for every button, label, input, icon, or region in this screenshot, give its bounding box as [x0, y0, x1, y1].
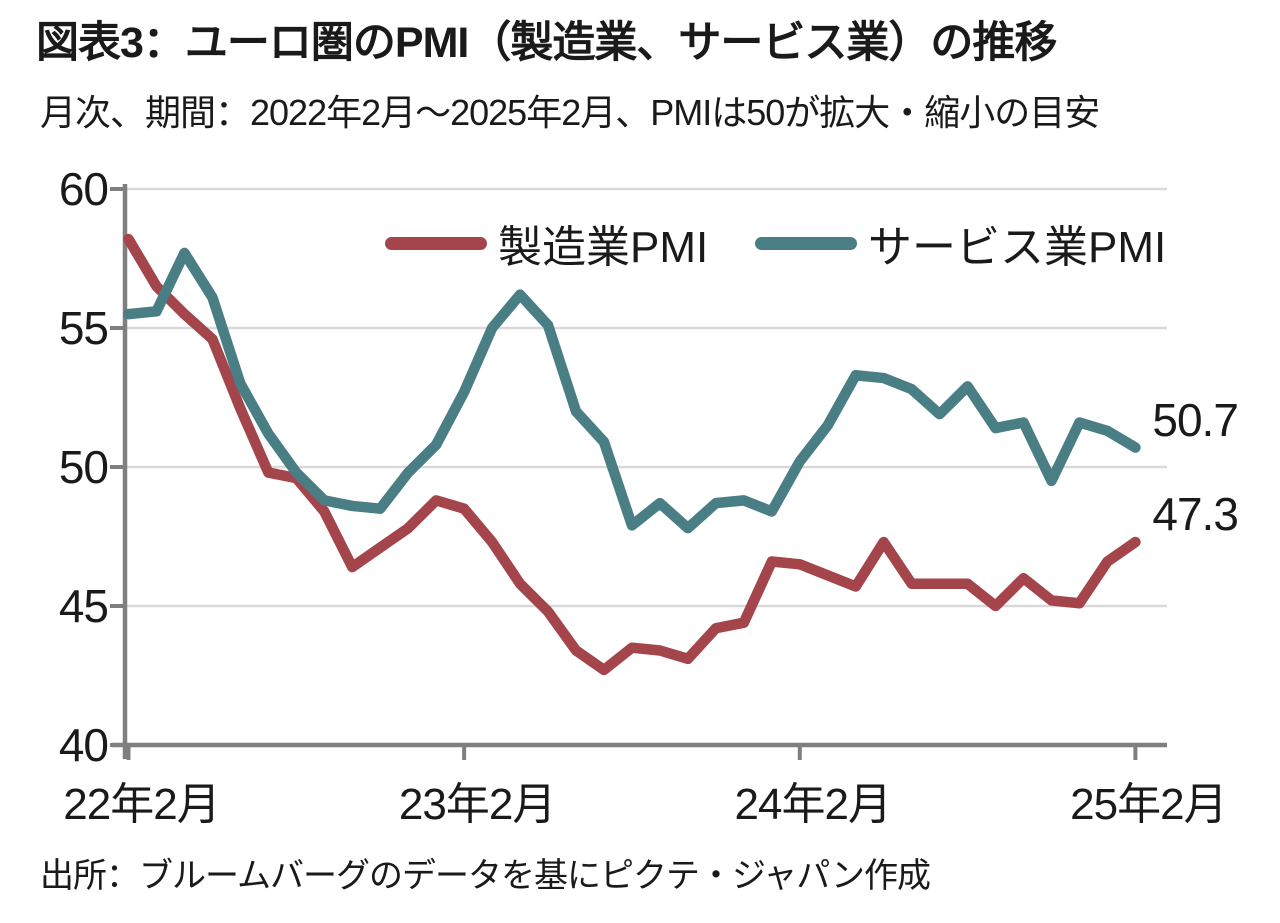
y-tick-label: 55 [58, 302, 109, 354]
y-axis-labels: 40 45 50 55 60 [0, 0, 109, 923]
manufacturing-end-value-label: 47.3 [1152, 488, 1239, 541]
x-tick-label: 25年2月 [1070, 780, 1227, 829]
chart-subtitle: 月次、期間：2022年2月～2025年2月、PMIは50が拡大・縮小の目安 [40, 92, 1100, 133]
legend-label-services: サービス業PMI [868, 223, 1167, 272]
source-note: 出所：ブルームバーグのデータを基にピクテ・ジャパン作成 [40, 857, 931, 895]
y-tick-label: 45 [58, 580, 109, 632]
services-end-value-label: 50.7 [1152, 393, 1239, 446]
y-tick-label: 40 [58, 719, 109, 771]
y-tick-label: 50 [58, 441, 109, 493]
y-tick-label: 60 [58, 163, 109, 215]
legend-item-services: サービス業PMI [755, 211, 1166, 275]
page-title: 図表3：ユーロ圏のPMI（製造業、サービス業）の推移 [36, 19, 1057, 67]
legend-item-manufacturing: 製造業PMI [385, 211, 708, 275]
x-tick-label: 24年2月 [734, 780, 892, 829]
x-tick-label: 23年2月 [398, 780, 556, 829]
services-series-line [123, 247, 1141, 534]
legend-label-manufacturing: 製造業PMI [498, 223, 709, 272]
services-line-swatch-icon [755, 236, 857, 250]
manufacturing-line-swatch-icon [385, 236, 487, 250]
x-tick-label: 22年2月 [63, 780, 220, 829]
x-axis-labels: 22年2月 23年2月 24年2月 25年2月 [0, 768, 1280, 829]
